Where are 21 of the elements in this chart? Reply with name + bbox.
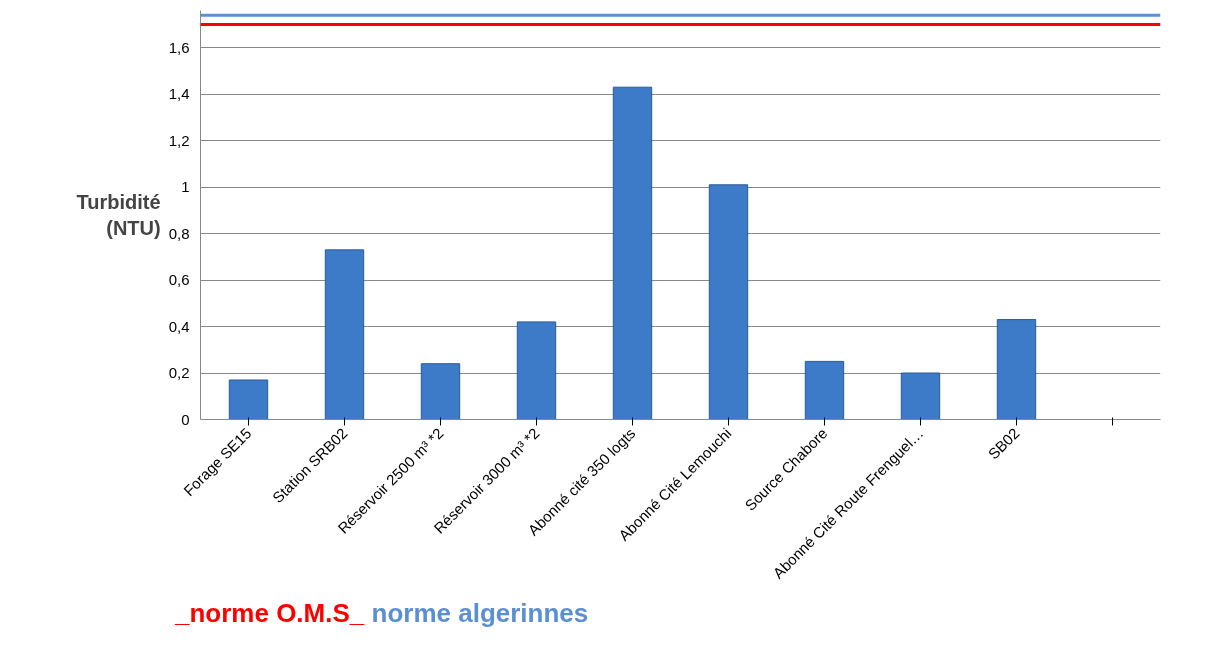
- y-axis-title: Turbidité (NTU): [76, 190, 161, 240]
- y-tick-label: 1,6: [168, 38, 190, 56]
- bar: [900, 372, 941, 420]
- y-tick-label: 0,6: [168, 271, 190, 289]
- bar: [228, 379, 269, 420]
- bar: [996, 319, 1037, 420]
- y-tick-label: 1,2: [168, 131, 190, 149]
- y-tick-label: 0: [181, 410, 190, 428]
- bar: [324, 249, 365, 420]
- ref-line-label: _norme O.M.S_: [175, 598, 365, 628]
- bar: [708, 184, 749, 420]
- y-tick-label: 1: [181, 178, 190, 196]
- y-tick-label: 1,4: [168, 85, 190, 103]
- y-tick-label: 0,8: [168, 224, 190, 242]
- bar: [612, 86, 653, 420]
- bar: [420, 363, 461, 420]
- bar: [516, 321, 557, 420]
- y-tick-label: 0,2: [168, 364, 190, 382]
- y-tick-label: 0,4: [168, 317, 190, 335]
- ref-line-label: norme algerinnes: [371, 598, 589, 628]
- bar: [804, 360, 845, 420]
